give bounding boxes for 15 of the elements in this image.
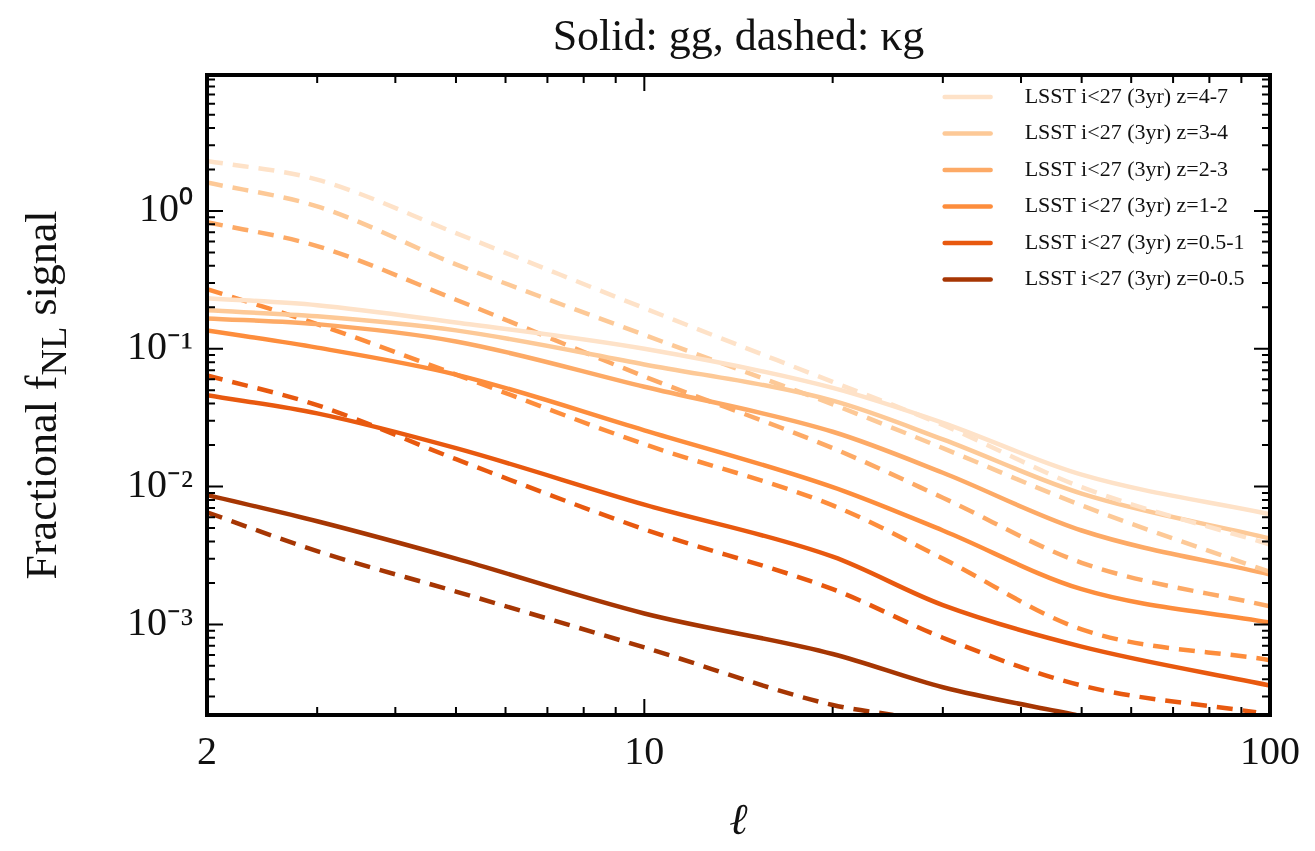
x-tick-label: 2 [197, 727, 217, 773]
y-tick-label: 10⁻¹ [127, 323, 193, 369]
x-tick-label: 10 [624, 727, 665, 773]
y-tick-label: 10⁻² [127, 461, 193, 507]
x-axis-title: ℓ [728, 794, 749, 846]
legend-label: LSST i<27 (3yr) z=1-2 [1024, 192, 1229, 218]
chart-title: Solid: gg, dashed: κg [551, 10, 926, 62]
x-tick-label: 100 [1240, 727, 1300, 773]
legend-label: LSST i<27 (3yr) z=0.5-1 [1024, 228, 1245, 254]
legend-label: LSST i<27 (3yr) z=2-3 [1024, 155, 1229, 181]
y-tick-label: 10⁰ [139, 185, 193, 231]
legend-label: LSST i<27 (3yr) z=4-7 [1024, 82, 1229, 108]
legend-label: LSST i<27 (3yr) z=0-0.5 [1024, 265, 1245, 291]
legend-label: LSST i<27 (3yr) z=3-4 [1024, 119, 1229, 145]
y-tick-label: 10⁻³ [127, 598, 193, 644]
